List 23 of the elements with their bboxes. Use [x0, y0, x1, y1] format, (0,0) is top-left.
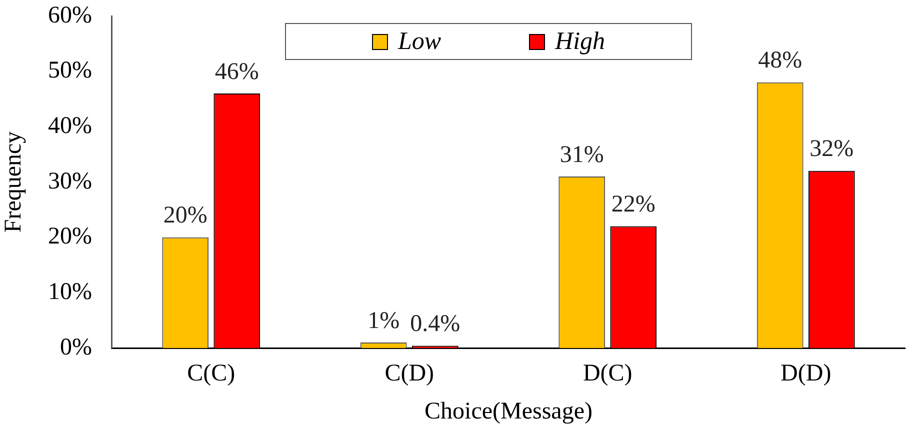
y-tick-label: 60% [48, 2, 92, 28]
legend-label: High [555, 28, 606, 56]
data-label: 32% [810, 136, 854, 162]
x-tick-label: C(D) [384, 360, 434, 386]
data-label: 31% [560, 142, 604, 168]
data-label: 48% [758, 48, 802, 74]
y-axis-title: Frequency [0, 131, 26, 233]
x-tick-label: C(C) [187, 360, 236, 386]
y-tick-label: 10% [48, 278, 92, 305]
data-label: 1% [368, 308, 400, 334]
x-tick-label: D(C) [582, 360, 632, 386]
data-label: 22% [611, 192, 656, 218]
data-label: 20% [163, 202, 208, 229]
y-tick-label: 30% [48, 168, 92, 194]
data-label: 46% [214, 58, 259, 85]
y-tick-label: 40% [48, 112, 92, 139]
y-tick-label: 0% [60, 334, 92, 360]
x-tick-label: D(D) [780, 360, 832, 386]
x-axis-title: Choice(Message) [424, 398, 592, 424]
data-label: 0.4% [410, 311, 460, 338]
legend-label: Low [398, 28, 442, 56]
y-tick-label: 20% [48, 224, 92, 250]
y-tick-label: 50% [48, 58, 92, 84]
